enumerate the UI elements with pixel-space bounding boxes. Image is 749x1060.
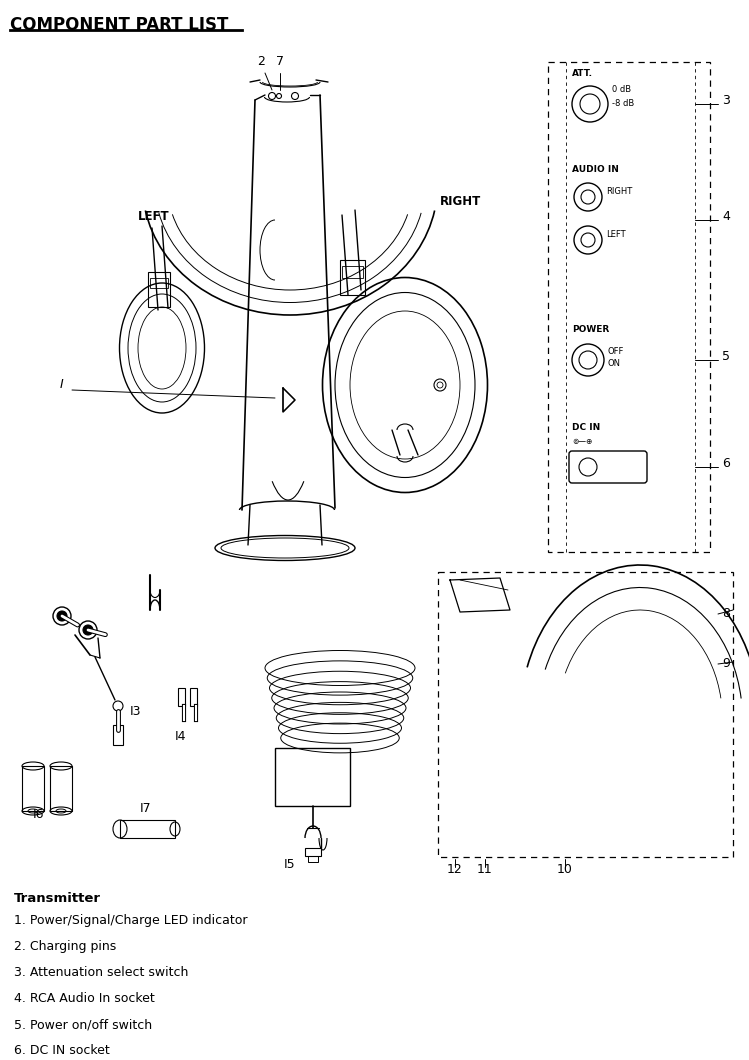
Text: ON: ON — [608, 359, 621, 368]
Text: 1. Power/Signal/Charge LED indicator: 1. Power/Signal/Charge LED indicator — [14, 914, 247, 928]
Bar — [148, 272, 170, 307]
Text: ATT.: ATT. — [572, 69, 593, 78]
Bar — [305, 848, 321, 856]
Text: 2: 2 — [257, 55, 265, 68]
Text: 12: 12 — [447, 863, 463, 876]
Text: I5: I5 — [284, 858, 296, 871]
Text: I: I — [60, 378, 64, 391]
Text: RIGHT: RIGHT — [606, 187, 632, 196]
Bar — [342, 266, 363, 278]
Circle shape — [57, 611, 67, 621]
Text: I6: I6 — [32, 808, 43, 822]
Text: I3: I3 — [130, 705, 142, 718]
Text: POWER: POWER — [572, 325, 609, 334]
Bar — [190, 688, 197, 706]
Text: 10: 10 — [557, 863, 573, 876]
Text: COMPONENT PART LIST: COMPONENT PART LIST — [10, 16, 228, 34]
Text: AUDIO IN: AUDIO IN — [572, 165, 619, 174]
Text: OFF: OFF — [608, 347, 625, 356]
Bar — [22, 766, 44, 811]
Text: I4: I4 — [175, 730, 187, 743]
Text: 11: 11 — [477, 863, 493, 876]
Bar — [113, 725, 123, 745]
Text: 3: 3 — [722, 94, 730, 107]
Bar — [275, 748, 350, 806]
Bar — [308, 856, 318, 862]
Text: 3. Attenuation select switch: 3. Attenuation select switch — [14, 966, 189, 979]
Text: 0 dB: 0 dB — [612, 85, 631, 94]
Text: 4. RCA Audio In socket: 4. RCA Audio In socket — [14, 992, 155, 1005]
Bar — [178, 688, 185, 706]
Text: RIGHT: RIGHT — [440, 195, 482, 208]
Text: 9: 9 — [722, 657, 730, 670]
Text: DC IN: DC IN — [572, 423, 600, 432]
Text: LEFT: LEFT — [606, 230, 625, 239]
Text: ⊚—⊕: ⊚—⊕ — [572, 437, 592, 446]
Text: LEFT: LEFT — [138, 210, 170, 223]
Text: -8 dB: -8 dB — [612, 99, 634, 108]
Text: Transmitter: Transmitter — [14, 893, 101, 905]
Bar — [548, 61, 710, 552]
Text: 5: 5 — [722, 350, 730, 363]
Text: I7: I7 — [140, 802, 151, 815]
Bar — [340, 260, 365, 295]
Text: 8: 8 — [722, 607, 730, 620]
Circle shape — [83, 625, 93, 635]
Text: 7: 7 — [276, 55, 284, 68]
Bar — [50, 766, 72, 811]
Text: 2. Charging pins: 2. Charging pins — [14, 940, 116, 953]
Bar — [150, 278, 168, 288]
Bar — [438, 572, 733, 856]
Text: 5. Power on/off switch: 5. Power on/off switch — [14, 1018, 152, 1031]
Text: 6: 6 — [722, 457, 730, 470]
Bar — [120, 820, 175, 838]
Text: 6. DC IN socket: 6. DC IN socket — [14, 1044, 110, 1057]
Text: 4: 4 — [722, 210, 730, 223]
